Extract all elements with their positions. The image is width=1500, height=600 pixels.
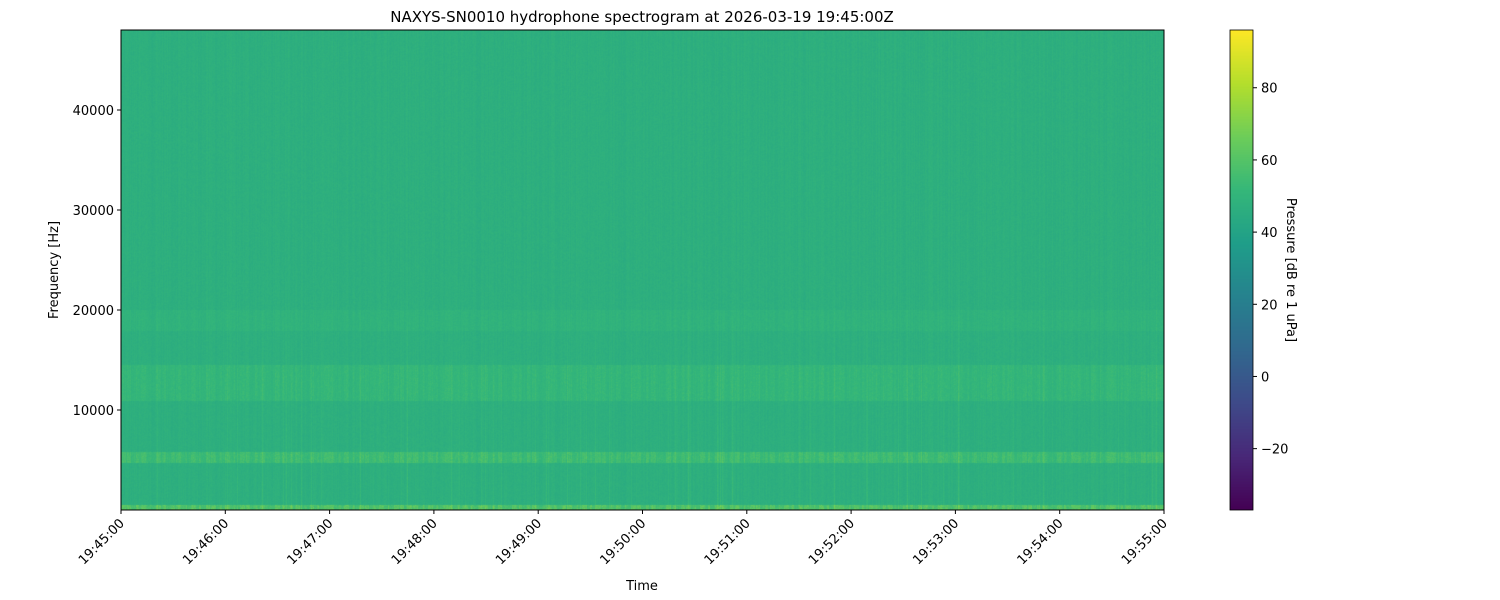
y-tick-label: 20000	[73, 304, 114, 319]
colorbar-tick-label: 20	[1261, 298, 1278, 313]
x-tick-label: 19:54:00	[1015, 516, 1067, 568]
x-tick-label: 19:48:00	[389, 516, 441, 568]
colorbar-frame	[1229, 29, 1254, 511]
x-tick-label: 19:51:00	[702, 516, 754, 568]
colorbar-tick-label: 60	[1261, 154, 1278, 169]
y-axis-label: Frequency [Hz]	[47, 221, 62, 319]
y-tick-label: 30000	[73, 204, 114, 219]
colorbar-image	[1230, 30, 1253, 510]
x-axis-label: Time	[625, 579, 658, 594]
x-tick-label: 19:50:00	[597, 516, 649, 568]
x-tick-label: 19:55:00	[1119, 516, 1171, 568]
colorbar-tick-label: 40	[1261, 226, 1278, 241]
x-tick-label: 19:52:00	[806, 516, 858, 568]
y-tick-label: 10000	[73, 404, 114, 419]
y-tick-label: 40000	[73, 104, 114, 119]
colorbar-tick-label: 80	[1261, 82, 1278, 97]
x-tick-label: 19:46:00	[180, 516, 232, 568]
x-tick-label: 19:47:00	[285, 516, 337, 568]
x-tick-label: 19:49:00	[493, 516, 545, 568]
x-tick-label: 19:53:00	[910, 516, 962, 568]
chart-title: NAXYS-SN0010 hydrophone spectrogram at 2…	[390, 8, 894, 26]
colorbar-label: Pressure [dB re 1 uPa]	[1283, 198, 1298, 342]
x-tick-label: 19:45:00	[76, 516, 128, 568]
plot-frame	[120, 29, 1165, 511]
colorbar-tick-label: 0	[1261, 370, 1269, 385]
colorbar-tick-label: −20	[1261, 443, 1288, 458]
spectrogram-image	[121, 30, 1164, 510]
